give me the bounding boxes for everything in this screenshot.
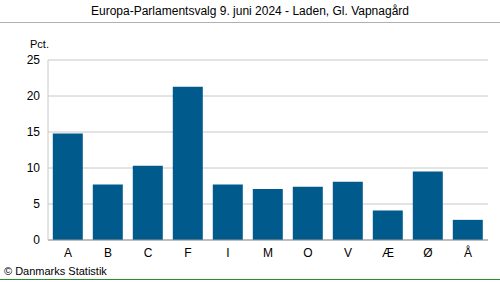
svg-text:Æ: Æ xyxy=(382,246,394,260)
html-text:Europa-Parlamentsvalg 9. juni: Europa-Parlamentsvalg 9. juni 2024 - Lad… xyxy=(91,4,409,18)
svg-text:C: C xyxy=(144,246,153,260)
html-text:© Danmarks Statistik: © Danmarks Statistik xyxy=(4,265,107,277)
svg-text:B: B xyxy=(104,246,112,260)
svg-text:25: 25 xyxy=(27,53,41,67)
svg-text:I: I xyxy=(226,246,229,260)
svg-text:M: M xyxy=(263,246,273,260)
svg-text:V: V xyxy=(344,246,352,260)
svg-text:15: 15 xyxy=(27,125,41,139)
svg-text:Ø: Ø xyxy=(423,246,432,260)
svg-text:O: O xyxy=(303,246,312,260)
svg-text:Å: Å xyxy=(464,245,472,260)
svg-text:F: F xyxy=(184,246,191,260)
html-text:Pct.: Pct. xyxy=(30,38,49,50)
svg-text:A: A xyxy=(64,246,72,260)
svg-text:20: 20 xyxy=(27,89,41,103)
svg-text:10: 10 xyxy=(27,161,41,175)
svg-text:0: 0 xyxy=(33,233,40,247)
svg-text:5: 5 xyxy=(33,197,40,211)
